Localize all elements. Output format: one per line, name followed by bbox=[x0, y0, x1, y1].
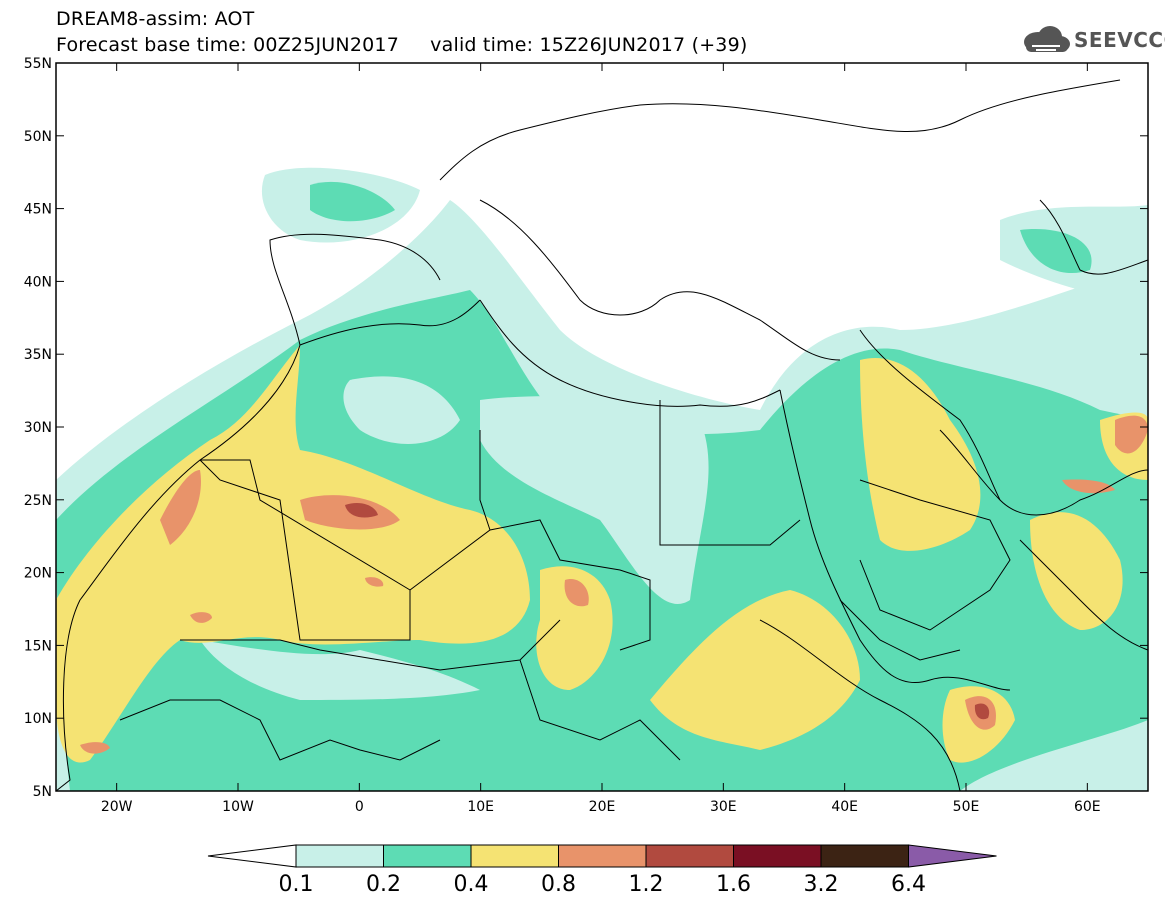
colorbar-level-label: 0.4 bbox=[454, 872, 489, 897]
colorbar-level-label: 3.2 bbox=[804, 872, 839, 897]
lat-label: 55N bbox=[24, 56, 52, 72]
aot-field bbox=[56, 63, 1148, 791]
colorbar-swatch bbox=[733, 844, 822, 868]
lat-label: 30N bbox=[24, 420, 52, 436]
lat-label: 40N bbox=[24, 274, 52, 290]
lon-label: 10W bbox=[222, 799, 254, 815]
cloud-logo-icon bbox=[1024, 26, 1070, 52]
lat-label: 20N bbox=[24, 566, 52, 582]
colorbar-swatch bbox=[645, 844, 734, 868]
lat-label: 50N bbox=[24, 129, 52, 145]
map-title: DREAM8-assim: AOT bbox=[56, 8, 255, 30]
lon-label: 20E bbox=[589, 799, 616, 815]
lat-label: 5N bbox=[33, 784, 52, 800]
logo-text: SEEVCCC bbox=[1074, 28, 1165, 52]
colorbar-over-arrow bbox=[908, 844, 997, 868]
lat-label: 15N bbox=[24, 638, 52, 654]
lon-label: 40E bbox=[831, 799, 858, 815]
colorbar-level-label: 6.4 bbox=[891, 872, 926, 897]
lon-label: 20W bbox=[101, 799, 133, 815]
colorbar-level-label: 0.8 bbox=[541, 872, 576, 897]
lat-label: 10N bbox=[24, 711, 52, 727]
colorbar-level-label: 1.6 bbox=[716, 872, 751, 897]
colorbar-level-label: 0.1 bbox=[279, 872, 314, 897]
lon-label: 60E bbox=[1074, 799, 1101, 815]
lon-label: 30E bbox=[710, 799, 737, 815]
colorbar-swatch bbox=[470, 844, 559, 868]
lat-label: 35N bbox=[24, 347, 52, 363]
colorbar-swatch bbox=[820, 844, 909, 868]
forecast-times: Forecast base time: 00Z25JUN2017 valid t… bbox=[56, 34, 748, 56]
lon-label: 10E bbox=[467, 799, 494, 815]
colorbar-under-arrow bbox=[207, 844, 297, 868]
lat-label: 45N bbox=[24, 202, 52, 218]
colorbar-swatch bbox=[295, 844, 384, 868]
lon-label: 0 bbox=[355, 799, 364, 815]
colorbar: 0.1 0.2 0.4 0.8 1.2 1.6 3.2 6.4 bbox=[207, 844, 997, 897]
colorbar-level-label: 1.2 bbox=[629, 872, 664, 897]
colorbar-level-label: 0.2 bbox=[366, 872, 401, 897]
colorbar-swatch bbox=[383, 844, 472, 868]
axis-ticks: 55N 50N 45N 40N 35N 30N 25N 20N 15N 10N 5N 20W 10W 0 1… bbox=[24, 56, 1148, 815]
lon-label: 50E bbox=[953, 799, 980, 815]
lat-label: 25N bbox=[24, 493, 52, 509]
colorbar-swatch bbox=[558, 844, 647, 868]
coastlines bbox=[56, 79, 1148, 791]
